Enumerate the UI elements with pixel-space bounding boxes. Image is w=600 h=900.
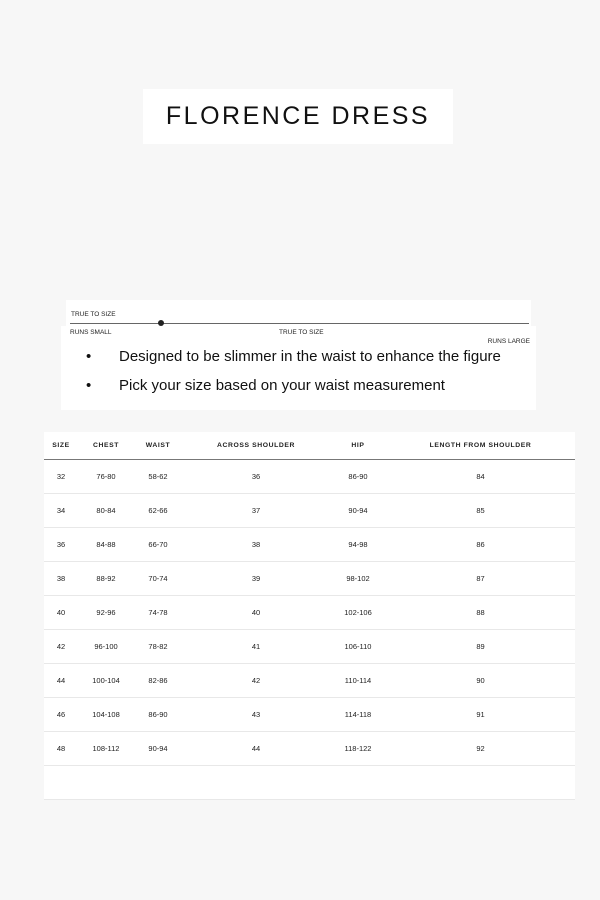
- table-cell: 44: [182, 731, 330, 766]
- fit-label-true: TRUE TO SIZE: [279, 329, 324, 336]
- table-cell: 110-114: [330, 663, 386, 698]
- fit-heading: TRUE TO SIZE: [71, 311, 116, 318]
- table-row: 46 104-108 86-90 43 114-118 91: [44, 697, 575, 732]
- table-cell: 84: [386, 459, 575, 494]
- table-cell: 104-108: [78, 697, 134, 732]
- table-cell: 38: [182, 527, 330, 562]
- column-header: SIZE: [44, 432, 78, 460]
- table-cell: 84-88: [78, 527, 134, 562]
- table-row: 40 92-96 74-78 40 102-106 88: [44, 595, 575, 630]
- table-cell: 85: [386, 493, 575, 528]
- column-header: WAIST: [134, 432, 182, 460]
- column-header: HIP: [330, 432, 386, 460]
- fit-label-large: RUNS LARGE: [487, 338, 530, 345]
- size-chart-table: SIZE CHEST WAIST ACROSS SHOULDER HIP LENGTH F…: [44, 432, 575, 800]
- table-cell: 88: [386, 595, 575, 630]
- table-cell: 62-66: [134, 493, 182, 528]
- column-header: CHEST: [78, 432, 134, 460]
- note-item: • Designed to be slimmer in the waist to …: [61, 346, 536, 375]
- table-cell: 100-104: [78, 663, 134, 698]
- table-cell: 48: [44, 731, 78, 766]
- table-cell: 87: [386, 561, 575, 596]
- fit-scale-track: [70, 323, 529, 324]
- table-cell: 89: [386, 629, 575, 664]
- table-row: 32 76-80 58-62 36 86-90 84: [44, 459, 575, 494]
- page-title: FLORENCE DRESS: [143, 89, 453, 144]
- table-cell: 70-74: [134, 561, 182, 596]
- table-row: 42 96-100 78-82 41 106-110 89: [44, 629, 575, 664]
- table-cell: 91: [386, 697, 575, 732]
- table-cell: 86-90: [330, 459, 386, 494]
- table-cell: 86: [386, 527, 575, 562]
- table-cell: 98-102: [330, 561, 386, 596]
- table-cell: 88-92: [78, 561, 134, 596]
- table-header-row: SIZE CHEST WAIST ACROSS SHOULDER HIP LENGTH F…: [44, 432, 575, 460]
- table-cell: 90-94: [134, 731, 182, 766]
- note-text: Designed to be slimmer in the waist to e…: [119, 348, 501, 365]
- table-cell: 118-122: [330, 731, 386, 766]
- table-cell: 42: [182, 663, 330, 698]
- note-text: Pick your size based on your waist measu…: [119, 377, 445, 394]
- note-item: • Pick your size based on your waist meas…: [61, 375, 536, 404]
- table-cell: 82-86: [134, 663, 182, 698]
- table-cell: 96-100: [78, 629, 134, 664]
- table-row: 36 84-88 66-70 38 94-98 86: [44, 527, 575, 562]
- table-row: 48 108-112 90-94 44 118-122 92: [44, 731, 575, 766]
- table-cell: 78-82: [134, 629, 182, 664]
- table-cell: 80-84: [78, 493, 134, 528]
- table-cell: 58-62: [134, 459, 182, 494]
- table-cell: 74-78: [134, 595, 182, 630]
- table-cell: 41: [182, 629, 330, 664]
- table-cell: 40: [44, 595, 78, 630]
- table-cell: 90-94: [330, 493, 386, 528]
- table-cell: 38: [44, 561, 78, 596]
- table-cell: 92-96: [78, 595, 134, 630]
- table-cell: 43: [182, 697, 330, 732]
- table-cell: 46: [44, 697, 78, 732]
- table-cell: 92: [386, 731, 575, 766]
- bullet-icon: •: [86, 348, 92, 365]
- fit-scale: TRUE TO SIZE: [66, 300, 531, 326]
- table-cell: 106-110: [330, 629, 386, 664]
- table-row: 34 80-84 62-66 37 90-94 85: [44, 493, 575, 528]
- bullet-icon: •: [86, 377, 92, 394]
- table-cell: 34: [44, 493, 78, 528]
- fit-notes: RUNS SMALL TRUE TO SIZE RUNS LARGE • Desi…: [61, 326, 536, 410]
- table-cell: 114-118: [330, 697, 386, 732]
- table-cell: 66-70: [134, 527, 182, 562]
- table-cell: 36: [44, 527, 78, 562]
- table-footer-space: [44, 777, 575, 788]
- table-cell: 94-98: [330, 527, 386, 562]
- column-header: ACROSS SHOULDER: [182, 432, 330, 460]
- table-cell: 40: [182, 595, 330, 630]
- table-cell: 90: [386, 663, 575, 698]
- table-cell: 36: [182, 459, 330, 494]
- table-cell: 39: [182, 561, 330, 596]
- column-header: LENGTH FROM SHOULDER: [386, 432, 575, 460]
- table-row: 44 100-104 82-86 42 110-114 90: [44, 663, 575, 698]
- table-cell: 44: [44, 663, 78, 698]
- table-cell: 37: [182, 493, 330, 528]
- fit-label-small: RUNS SMALL: [70, 329, 112, 336]
- table-cell: 42: [44, 629, 78, 664]
- table-cell: 32: [44, 459, 78, 494]
- table-cell: 102-106: [330, 595, 386, 630]
- table-cell: 76-80: [78, 459, 134, 494]
- table-row: 38 88-92 70-74 39 98-102 87: [44, 561, 575, 596]
- fit-scale-marker: [157, 320, 164, 326]
- table-cell: 86-90: [134, 697, 182, 732]
- table-cell: 108-112: [78, 731, 134, 766]
